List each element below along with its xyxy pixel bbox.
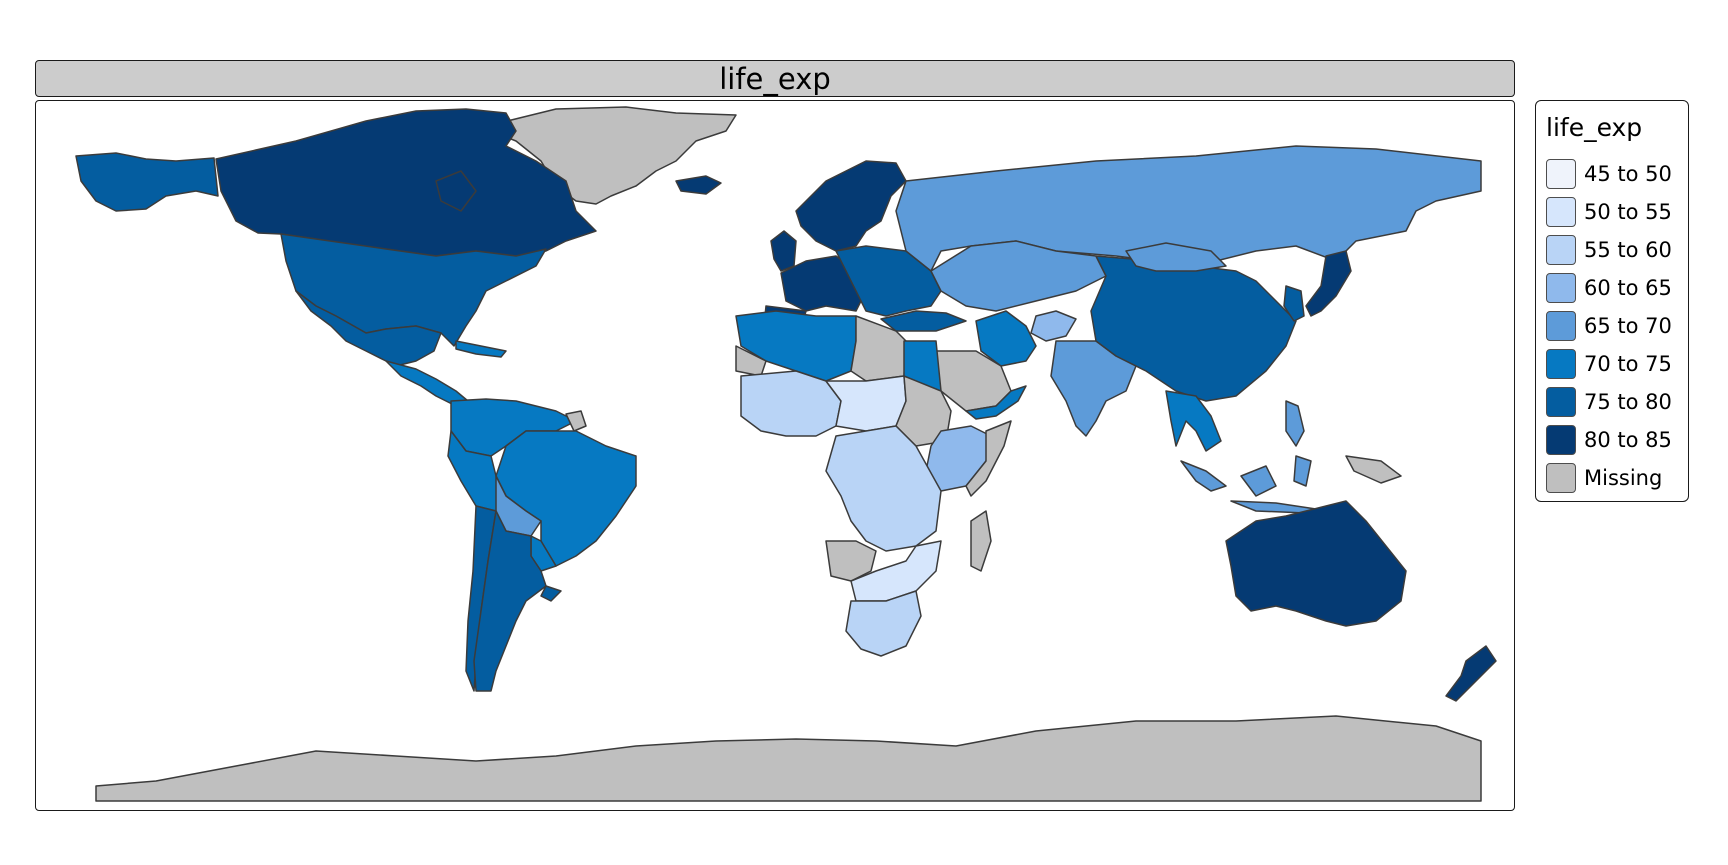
region-somalia	[965, 420, 1012, 497]
legend-title: life_exp	[1546, 113, 1643, 142]
legend-item: 60 to 65	[1546, 272, 1672, 304]
region-new-zealand	[1445, 645, 1497, 702]
region-caribbean	[455, 340, 507, 358]
region-canada	[215, 108, 597, 257]
legend-item: 75 to 80	[1546, 386, 1672, 418]
region-australia	[1225, 500, 1407, 627]
legend-item: 80 to 85	[1546, 424, 1672, 456]
legend-label: 60 to 65	[1584, 276, 1672, 300]
region-southeast-asia	[1165, 390, 1222, 452]
region-central-america	[385, 360, 469, 407]
legend-item: 45 to 50	[1546, 158, 1672, 190]
region-antarctica	[95, 715, 1482, 802]
legend-item: 55 to 60	[1546, 234, 1672, 266]
legend-item: 65 to 70	[1546, 310, 1672, 342]
legend-label: 45 to 50	[1584, 162, 1672, 186]
region-afghanistan	[1030, 310, 1077, 342]
legend-item: Missing	[1546, 462, 1662, 494]
region-madagascar	[970, 510, 992, 572]
legend-swatch	[1546, 311, 1576, 341]
region-argentina	[473, 510, 547, 692]
region-korea	[1283, 285, 1305, 322]
region-kazakhstan-central-asia	[930, 240, 1107, 312]
region-eastern-europe	[835, 245, 942, 317]
region-philippines	[1285, 400, 1305, 447]
legend-swatch	[1546, 349, 1576, 379]
legend-item: 70 to 75	[1546, 348, 1672, 380]
region-mali-sahel	[740, 370, 842, 437]
region-united-kingdom	[770, 230, 797, 272]
region-china	[1090, 255, 1297, 402]
legend-item: 50 to 55	[1546, 196, 1672, 228]
legend-label: 65 to 70	[1584, 314, 1672, 338]
legend-label: Missing	[1584, 466, 1663, 490]
region-sudan	[895, 375, 952, 447]
legend-swatch	[1546, 235, 1576, 265]
legend-swatch	[1546, 463, 1576, 493]
region-oman-yemen	[965, 385, 1027, 420]
region-papua-new-guinea	[1345, 455, 1402, 484]
legend-swatch	[1546, 159, 1576, 189]
legend-swatch	[1546, 387, 1576, 417]
legend-label: 70 to 75	[1584, 352, 1672, 376]
region-uruguay	[540, 585, 562, 602]
legend-swatch	[1546, 273, 1576, 303]
legend-label: 75 to 80	[1584, 390, 1672, 414]
legend-swatch	[1546, 425, 1576, 455]
legend-swatch	[1546, 197, 1576, 227]
legend: life_exp 45 to 50 50 to 55 55 to 60 60 to 6…	[1535, 100, 1689, 502]
legend-label: 80 to 85	[1584, 428, 1672, 452]
region-russia	[895, 145, 1482, 272]
region-japan	[1305, 250, 1352, 317]
region-alaska	[75, 152, 219, 212]
region-indonesia	[1180, 455, 1317, 514]
panel-title: life_exp	[35, 60, 1515, 97]
map-frame	[35, 100, 1515, 811]
region-south-africa	[845, 590, 922, 657]
region-mexico	[295, 290, 442, 367]
region-french-guiana	[565, 410, 587, 432]
region-iceland	[675, 175, 722, 195]
legend-label: 50 to 55	[1584, 200, 1672, 224]
world-map	[75, 106, 1497, 802]
legend-label: 55 to 60	[1584, 238, 1672, 262]
region-mongolia	[1125, 242, 1227, 272]
region-angola	[825, 540, 877, 582]
region-iran	[975, 310, 1037, 367]
region-scandinavia	[795, 160, 907, 252]
